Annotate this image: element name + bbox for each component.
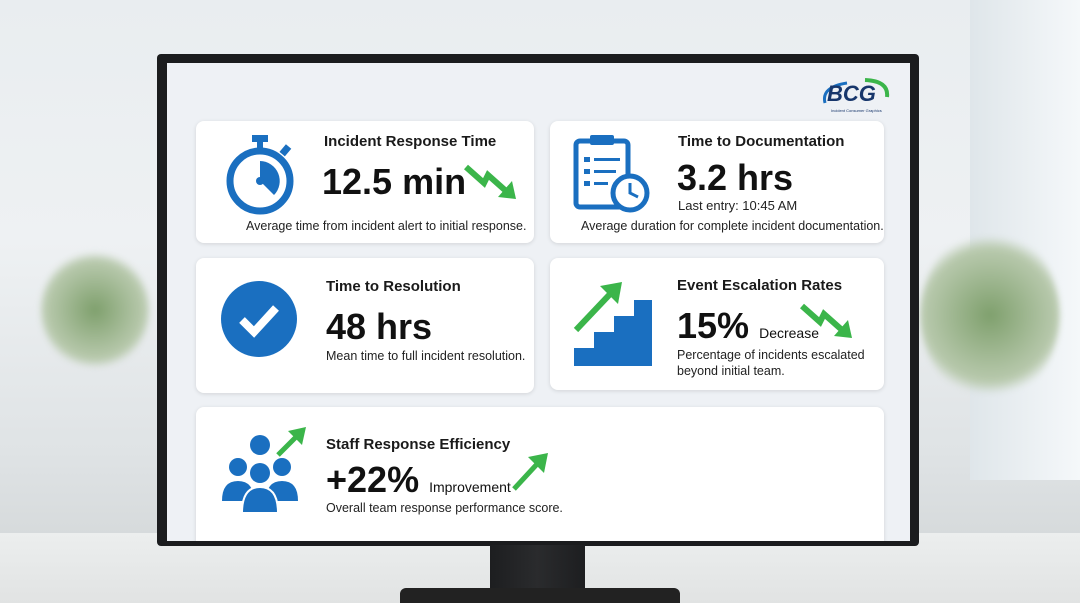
value-note: Decrease xyxy=(759,325,819,341)
kpi-card-resolution[interactable]: Time to Resolution 48 hrs Mean time to f… xyxy=(196,258,534,393)
company-logo: BCG Incident Consumer Graphics xyxy=(817,75,897,122)
last-entry-text: Last entry: 10:45 AM xyxy=(678,198,798,213)
monitor-base xyxy=(400,588,680,603)
card-description: Average time from incident alert to init… xyxy=(246,219,527,233)
kpi-card-documentation[interactable]: Time to Documentation 3.2 hrs Last entry… xyxy=(550,121,884,243)
trend-up-arrow-icon xyxy=(512,453,548,491)
card-description: Average duration for complete incident d… xyxy=(581,219,884,233)
card-value: 12.5 min xyxy=(322,161,467,202)
card-value: 15% xyxy=(677,305,750,346)
trend-down-arrow-icon xyxy=(464,164,516,199)
logo-swoosh-icon xyxy=(822,78,890,104)
card-value: 48 hrs xyxy=(326,306,433,347)
stairs-arrow-icon xyxy=(573,282,652,366)
stopwatch-icon xyxy=(226,135,294,215)
dashboard-screen: BCG Incident Consumer Graphics Incident … xyxy=(167,63,910,541)
kpi-card-staff-efficiency[interactable]: Staff Response Efficiency +22% Improveme… xyxy=(196,407,884,541)
card-title: Event Escalation Rates xyxy=(677,277,843,294)
background-plant xyxy=(920,230,1060,400)
value-note: Improvement xyxy=(429,479,511,495)
checkmark-circle-icon xyxy=(221,281,297,357)
kpi-card-escalation[interactable]: Event Escalation Rates 15% Decrease Perc… xyxy=(550,258,884,390)
card-title: Time to Resolution xyxy=(326,278,461,295)
monitor-stand xyxy=(490,545,585,595)
card-title: Staff Response Efficiency xyxy=(326,436,511,453)
card-value: +22% xyxy=(326,459,420,500)
kpi-card-incident-response[interactable]: Incident Response Time 12.5 min Average … xyxy=(196,121,534,243)
card-title: Time to Documentation xyxy=(678,133,845,150)
background-plant xyxy=(40,250,150,370)
clipboard-clock-icon xyxy=(573,135,650,213)
team-icon xyxy=(222,427,306,514)
logo-text: BCG xyxy=(827,81,876,106)
trend-down-arrow-icon xyxy=(800,303,852,338)
card-title: Incident Response Time xyxy=(324,133,497,150)
card-description: Mean time to full incident resolution. xyxy=(326,349,526,363)
card-value: 3.2 hrs xyxy=(677,157,794,198)
card-description: Percentage of incidents escalated beyond… xyxy=(677,348,865,378)
card-description: Overall team response performance score. xyxy=(326,501,563,515)
logo-tagline: Incident Consumer Graphics xyxy=(831,108,882,113)
